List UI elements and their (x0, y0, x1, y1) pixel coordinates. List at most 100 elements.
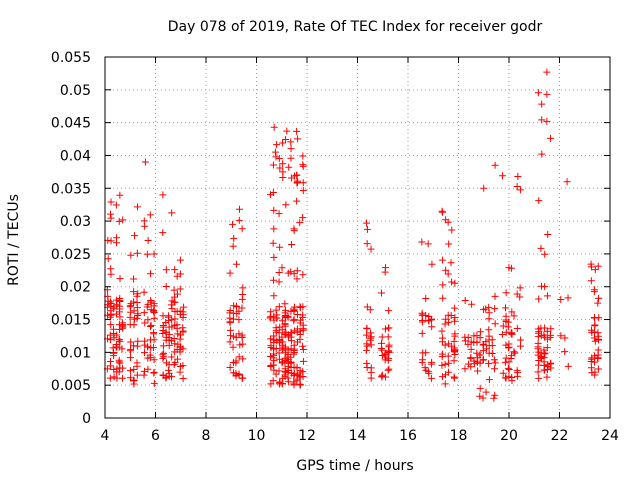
data-point (378, 333, 386, 341)
data-point (293, 267, 301, 275)
data-point (272, 328, 280, 336)
data-point (279, 345, 287, 353)
x-tick-label: 18 (450, 428, 468, 444)
data-point (168, 353, 176, 361)
data-point (147, 296, 155, 304)
data-point (537, 353, 545, 361)
x-axis-label: GPS time / hours (296, 458, 413, 474)
y-tick-label: 0 (82, 411, 91, 427)
data-point (279, 139, 287, 147)
data-point (226, 306, 234, 314)
data-point (476, 351, 484, 359)
data-point (238, 374, 246, 382)
data-point (146, 211, 154, 219)
data-point (130, 275, 138, 283)
y-tick-label: 0.035 (51, 181, 91, 197)
data-point (284, 269, 292, 277)
data-point (587, 277, 595, 285)
data-point (275, 155, 283, 163)
data-point (444, 352, 452, 360)
data-point (115, 358, 123, 366)
y-tick-label: 0.055 (51, 50, 91, 66)
data-point (127, 374, 135, 382)
data-point (276, 164, 284, 172)
data-point (427, 374, 435, 382)
data-point (150, 306, 158, 314)
x-tick-label: 24 (601, 428, 619, 444)
data-point (543, 373, 551, 381)
data-point (177, 363, 185, 371)
data-point (541, 250, 549, 258)
data-point (535, 197, 543, 205)
data-point (269, 377, 277, 385)
data-point (116, 191, 124, 199)
data-point (479, 394, 487, 402)
data-point (362, 346, 370, 354)
data-point (367, 364, 375, 372)
data-point (296, 381, 304, 389)
data-point (290, 327, 298, 335)
data-point (107, 198, 115, 206)
data-point (107, 265, 115, 273)
data-point (384, 356, 392, 364)
data-point (419, 356, 427, 364)
data-point (232, 359, 240, 367)
data-point (491, 292, 499, 300)
data-point (473, 349, 481, 357)
data-point (502, 328, 510, 336)
data-point (499, 172, 507, 180)
data-point (165, 341, 173, 349)
data-point (290, 315, 298, 323)
data-point (173, 346, 181, 354)
data-point (287, 145, 295, 153)
data-point (133, 249, 141, 257)
y-axis-label: ROTI / TECUs (6, 194, 22, 286)
data-point (150, 336, 158, 344)
data-point (595, 314, 603, 322)
data-point (418, 311, 426, 319)
data-point (588, 354, 596, 362)
data-point (270, 123, 278, 131)
data-point (482, 305, 490, 313)
data-point (168, 209, 176, 217)
data-point (441, 360, 449, 368)
data-point (299, 186, 307, 194)
data-point (126, 354, 134, 362)
data-point (448, 342, 456, 350)
data-point (427, 360, 435, 368)
data-point (238, 304, 246, 312)
data-point (508, 308, 516, 316)
data-point (438, 353, 446, 361)
data-point (130, 377, 138, 385)
data-point (438, 361, 446, 369)
data-point (275, 329, 283, 337)
data-point (118, 345, 126, 353)
data-point (275, 380, 283, 388)
data-point (293, 171, 301, 179)
data-point (146, 323, 154, 331)
data-point (381, 356, 389, 364)
data-point (534, 329, 542, 337)
data-point (131, 232, 139, 240)
data-point (485, 326, 493, 334)
data-point (113, 234, 121, 242)
x-tick-label: 12 (298, 428, 316, 444)
data-point (293, 275, 301, 283)
data-point (269, 239, 277, 247)
data-point (278, 326, 286, 334)
data-point (281, 300, 289, 308)
data-point (491, 365, 499, 373)
data-point (544, 230, 552, 238)
chart-title: Day 078 of 2019, Rate Of TEC Index for r… (168, 19, 543, 35)
data-point (502, 354, 510, 362)
data-point (540, 361, 548, 369)
data-point (537, 244, 545, 252)
data-point (485, 303, 493, 311)
data-point (267, 335, 275, 343)
data-point (534, 89, 542, 97)
data-point (238, 331, 246, 339)
data-point (510, 348, 518, 356)
y-tick-label: 0.015 (51, 313, 91, 329)
data-point (174, 355, 182, 363)
data-point (150, 379, 158, 387)
